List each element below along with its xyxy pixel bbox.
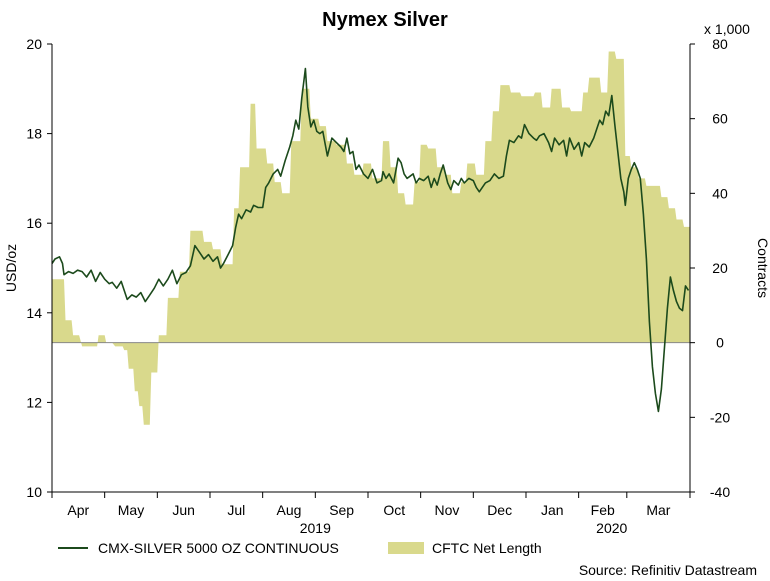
right-tick-label: -20 bbox=[710, 409, 730, 425]
x-axis-year-labels: 2019 2020 bbox=[300, 520, 628, 536]
legend: CMX-SILVER 5000 OZ CONTINUOUS CFTC Net L… bbox=[58, 540, 542, 556]
right-tick-label: 80 bbox=[712, 36, 728, 52]
plot-area bbox=[51, 44, 691, 493]
source-note: Source: Refinitiv Datastream bbox=[579, 562, 757, 578]
right-axis-label: Contracts bbox=[755, 238, 770, 298]
right-tick-label: 0 bbox=[716, 335, 724, 351]
month-label: Jul bbox=[227, 502, 245, 518]
x-axis-month-ticks: Apr May Jun Jul Aug Sep Oct Nov Dec Jan Feb Mar bbox=[51, 492, 691, 518]
net-length-area-layer bbox=[52, 51, 690, 425]
legend-area-label: CFTC Net Length bbox=[432, 540, 542, 556]
month-label: Nov bbox=[435, 502, 460, 518]
right-tick-label: -40 bbox=[710, 484, 730, 500]
left-axis-ticks: 10 12 14 16 18 20 bbox=[26, 36, 52, 500]
month-label: May bbox=[118, 502, 144, 518]
left-tick-label: 12 bbox=[26, 394, 42, 410]
month-label: Feb bbox=[591, 502, 615, 518]
year-label: 2020 bbox=[596, 520, 627, 536]
month-label: Oct bbox=[383, 502, 405, 518]
left-tick-label: 10 bbox=[26, 484, 42, 500]
chart-title: Nymex Silver bbox=[322, 9, 448, 31]
year-label: 2019 bbox=[300, 520, 331, 536]
silver-price-line-layer bbox=[51, 67, 690, 413]
right-axis-multiplier: x 1,000 bbox=[704, 21, 750, 37]
legend-area-swatch bbox=[388, 542, 424, 554]
month-label: Sep bbox=[329, 502, 354, 518]
net-length-area bbox=[52, 51, 690, 425]
month-label: Jan bbox=[541, 502, 564, 518]
month-label: Mar bbox=[646, 502, 670, 518]
right-tick-label: 20 bbox=[712, 260, 728, 276]
month-label: Dec bbox=[487, 502, 512, 518]
left-tick-label: 16 bbox=[26, 215, 42, 231]
month-label: Apr bbox=[67, 502, 89, 518]
right-tick-label: 40 bbox=[712, 185, 728, 201]
right-tick-label: 60 bbox=[712, 111, 728, 127]
left-tick-label: 14 bbox=[26, 305, 42, 321]
month-label: Jun bbox=[172, 502, 195, 518]
month-label: Aug bbox=[277, 502, 302, 518]
left-tick-label: 18 bbox=[26, 126, 42, 142]
right-axis-ticks: -40 -20 0 20 40 60 80 bbox=[690, 36, 730, 500]
silver-price-line bbox=[51, 67, 690, 413]
left-axis-label: USD/oz bbox=[3, 244, 19, 292]
legend-line-label: CMX-SILVER 5000 OZ CONTINUOUS bbox=[98, 540, 339, 556]
left-tick-label: 20 bbox=[26, 36, 42, 52]
